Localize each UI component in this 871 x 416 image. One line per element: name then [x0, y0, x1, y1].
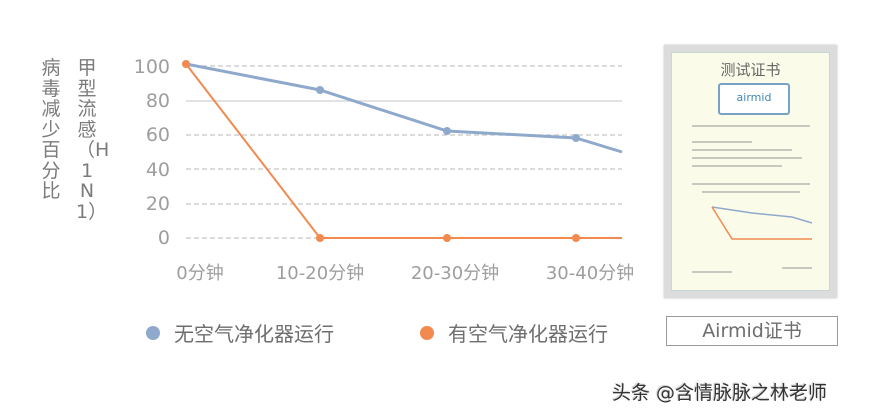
series-without-purifier — [185, 62, 623, 154]
series-with-purifier — [182, 60, 622, 242]
certificate-title: 测试证书 — [720, 61, 781, 79]
y-tick-60: 60 — [145, 124, 170, 146]
gridlines — [186, 65, 622, 239]
legend-dot-orange — [420, 325, 434, 340]
x-tick-0: 0分钟 — [176, 263, 224, 284]
x-tick-2: 20-30分钟 — [410, 263, 500, 284]
certificate-mini-chart — [711, 206, 813, 240]
airmid-logo: airmid — [718, 83, 790, 115]
y-tick-20: 20 — [145, 193, 170, 215]
y-tick-40: 40 — [145, 159, 170, 181]
x-tick-1: 10-20分钟 — [275, 263, 365, 284]
legend-item-with-purifier: 有空气净化器运行 — [420, 318, 608, 347]
y-axis-label-line1: 甲型流感（H1N1） — [76, 57, 110, 223]
y-axis-label-line2: 病毒减少百分比 — [41, 57, 61, 202]
watermark: 头条 @含情脉脉之林老师 — [612, 382, 828, 404]
y-tick-0: 0 — [157, 227, 170, 249]
y-tick-100: 100 — [133, 56, 170, 78]
airmid-certificate-button[interactable]: Airmid证书 — [666, 316, 838, 346]
y-tick-80: 80 — [145, 90, 170, 112]
certificate-image: 测试证书 airmid — [664, 45, 837, 298]
legend-dot-blue — [146, 325, 160, 340]
legend-label: 有空气净化器运行 — [448, 322, 608, 346]
x-tick-3: 30-40分钟 — [545, 263, 635, 284]
legend-label: 无空气净化器运行 — [174, 322, 334, 346]
legend-item-without-purifier: 无空气净化器运行 — [146, 318, 334, 347]
